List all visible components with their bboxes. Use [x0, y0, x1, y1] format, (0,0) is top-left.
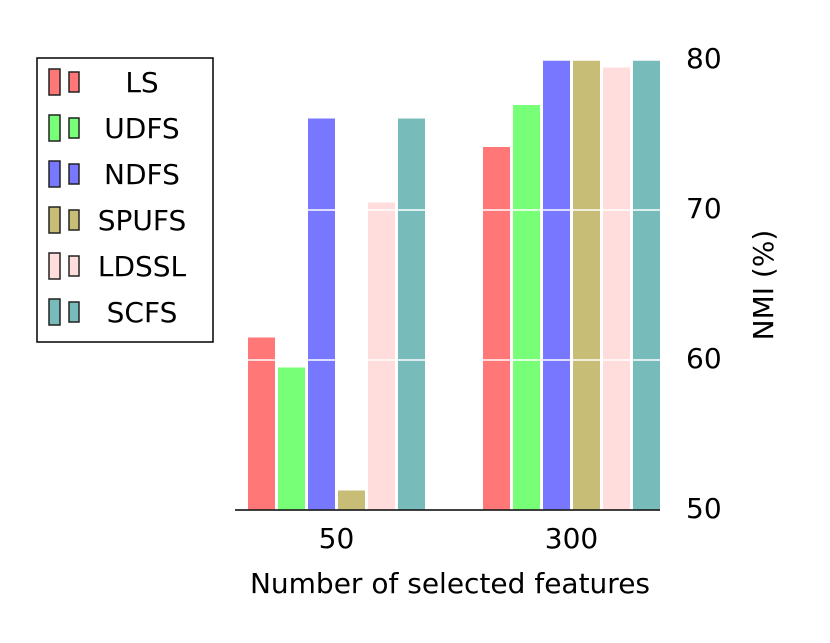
- legend-box: [36, 57, 214, 343]
- legend-swatch: [48, 114, 61, 142]
- bar: [603, 67, 630, 510]
- bar: [573, 60, 600, 510]
- bar: [633, 60, 660, 510]
- legend-label: SPUFS: [98, 204, 187, 237]
- legend-label: SCFS: [107, 296, 178, 329]
- y-tick-label: 70: [686, 192, 722, 225]
- legend-label: LDSSL: [98, 250, 187, 283]
- bar: [338, 490, 365, 510]
- bar: [248, 337, 275, 510]
- legend-swatch: [48, 206, 61, 234]
- legend-label: UDFS: [104, 112, 179, 145]
- legend-swatch: [48, 160, 61, 188]
- bar: [308, 118, 335, 510]
- legend-swatch: [68, 301, 80, 323]
- bar: [398, 118, 425, 510]
- bar: [543, 60, 570, 510]
- bar: [368, 202, 395, 510]
- legend-swatch: [68, 163, 80, 185]
- y-tick-label: 80: [686, 42, 722, 75]
- y-tick-label: 50: [686, 492, 722, 525]
- x-tick-label: 50: [319, 522, 355, 555]
- bar: [278, 367, 305, 510]
- bar: [483, 147, 510, 510]
- legend-swatch: [48, 68, 61, 96]
- y-tick-label: 60: [686, 342, 722, 375]
- legend-swatch: [68, 117, 80, 139]
- legend-swatch: [68, 71, 80, 93]
- legend-swatch: [68, 209, 80, 231]
- legend-label: NDFS: [104, 158, 180, 191]
- legend-label: LS: [125, 66, 158, 99]
- bar: [513, 105, 540, 510]
- y-axis-label: NMI (%): [747, 230, 780, 341]
- legend-swatch: [48, 298, 61, 326]
- legend-swatch: [68, 255, 80, 277]
- x-tick-label: 300: [545, 522, 598, 555]
- legend-swatch: [48, 252, 61, 280]
- x-axis-label: Number of selected features: [250, 567, 650, 600]
